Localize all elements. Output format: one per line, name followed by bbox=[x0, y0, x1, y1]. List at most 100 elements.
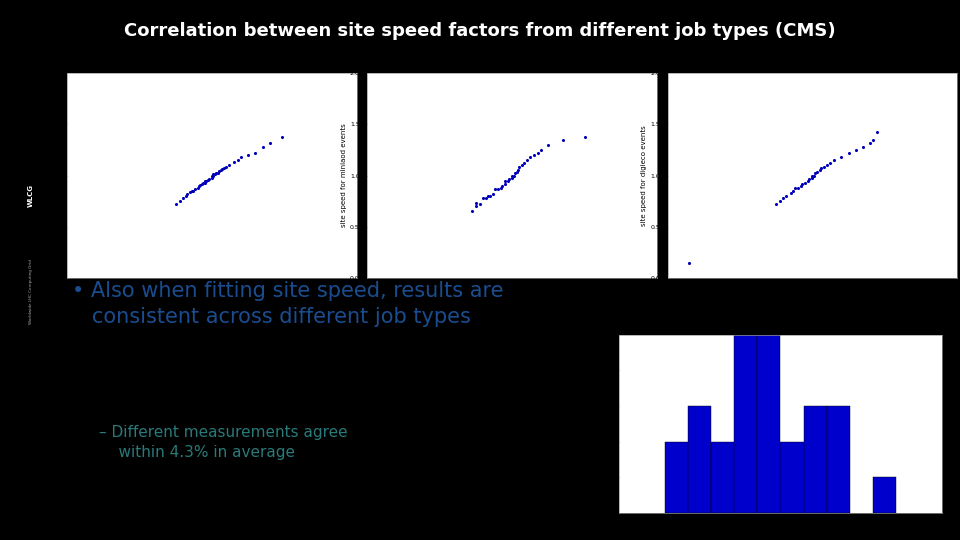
Point bbox=[190, 184, 205, 192]
Point bbox=[806, 171, 822, 180]
Point bbox=[555, 135, 570, 144]
Bar bbox=[711, 442, 734, 513]
Bar bbox=[873, 477, 896, 513]
Point bbox=[516, 159, 532, 167]
Point bbox=[534, 145, 549, 154]
Point bbox=[793, 181, 808, 190]
Point bbox=[795, 179, 810, 188]
Point bbox=[185, 186, 201, 195]
Bar bbox=[804, 406, 827, 513]
Point bbox=[230, 156, 246, 164]
Point bbox=[274, 132, 289, 141]
Point bbox=[207, 170, 223, 179]
Point bbox=[199, 176, 214, 185]
Point bbox=[205, 170, 221, 179]
Point bbox=[531, 148, 546, 157]
Bar bbox=[665, 442, 688, 513]
Point bbox=[208, 169, 224, 178]
Point bbox=[490, 185, 505, 193]
Point bbox=[505, 171, 520, 180]
Text: Worldwide LHC Computing Grid: Worldwide LHC Computing Grid bbox=[29, 259, 34, 324]
Point bbox=[786, 186, 802, 195]
Point bbox=[241, 151, 256, 159]
Point bbox=[205, 171, 221, 180]
Point bbox=[262, 138, 277, 147]
Point bbox=[487, 185, 502, 193]
Point bbox=[248, 148, 263, 157]
Point bbox=[197, 178, 212, 187]
Point bbox=[193, 180, 208, 189]
Bar bbox=[734, 335, 757, 513]
Text: • Also when fitting site speed, results are
   consistent across different job t: • Also when fitting site speed, results … bbox=[72, 281, 503, 327]
Point bbox=[807, 169, 823, 178]
Point bbox=[783, 188, 799, 197]
Point bbox=[512, 163, 527, 172]
Point bbox=[501, 174, 516, 183]
Point bbox=[233, 153, 249, 161]
Point bbox=[790, 184, 805, 192]
Point bbox=[841, 148, 856, 157]
Point bbox=[226, 158, 241, 166]
Point bbox=[809, 168, 825, 177]
Point bbox=[494, 181, 510, 190]
Point bbox=[214, 165, 229, 174]
Point bbox=[827, 156, 842, 164]
Point bbox=[486, 190, 501, 198]
Point bbox=[776, 194, 791, 202]
Point bbox=[213, 166, 228, 175]
Point bbox=[500, 176, 516, 185]
Point bbox=[816, 163, 831, 172]
X-axis label: site speed for digi events: site speed for digi events bbox=[168, 294, 256, 300]
Point bbox=[509, 168, 524, 177]
Point bbox=[773, 197, 788, 205]
Point bbox=[505, 173, 520, 182]
Point bbox=[540, 140, 556, 149]
X-axis label: site speed for digi events: site speed for digi events bbox=[468, 294, 557, 300]
Point bbox=[813, 164, 828, 173]
Point bbox=[222, 161, 237, 170]
Point bbox=[194, 179, 209, 188]
Point bbox=[197, 176, 212, 185]
Point bbox=[577, 132, 592, 141]
Point bbox=[168, 200, 183, 208]
Point bbox=[848, 145, 863, 154]
Y-axis label: site speed for digieco events: site speed for digieco events bbox=[641, 125, 647, 226]
Point bbox=[804, 171, 820, 180]
Point bbox=[526, 151, 541, 159]
Point bbox=[519, 156, 535, 164]
Point bbox=[812, 166, 828, 175]
Point bbox=[202, 174, 217, 183]
Point bbox=[472, 200, 488, 208]
Bar bbox=[688, 406, 711, 513]
Point bbox=[522, 153, 538, 161]
Point bbox=[211, 167, 227, 176]
Point bbox=[801, 176, 816, 185]
Point bbox=[822, 159, 837, 167]
Point bbox=[506, 171, 521, 180]
Point bbox=[216, 164, 231, 173]
Text: – Different measurements agree
    within 4.3% in average: – Different measurements agree within 4.… bbox=[99, 425, 348, 460]
Point bbox=[191, 181, 206, 190]
X-axis label: site speed for digi events: site speed for digi events bbox=[768, 294, 856, 300]
Point bbox=[804, 173, 820, 182]
Point bbox=[833, 153, 849, 161]
Point bbox=[480, 192, 495, 200]
Text: 14: 14 bbox=[921, 516, 936, 529]
Point bbox=[219, 163, 234, 172]
Point bbox=[511, 166, 526, 175]
Text: WLCG: WLCG bbox=[28, 185, 35, 207]
Point bbox=[475, 194, 491, 202]
Point bbox=[515, 161, 530, 170]
Point bbox=[180, 190, 195, 198]
Point bbox=[866, 135, 881, 144]
Point bbox=[798, 178, 813, 187]
X-axis label: RMS of different speed factors measurements: RMS of different speed factors measureme… bbox=[701, 529, 860, 535]
Point bbox=[863, 138, 878, 147]
Point bbox=[204, 171, 220, 180]
Point bbox=[787, 184, 803, 192]
Point bbox=[497, 179, 513, 188]
Point bbox=[464, 207, 479, 216]
Point bbox=[779, 192, 794, 200]
Text: Correlation between site speed factors from different job types (CMS): Correlation between site speed factors f… bbox=[124, 22, 836, 40]
Point bbox=[768, 200, 783, 208]
